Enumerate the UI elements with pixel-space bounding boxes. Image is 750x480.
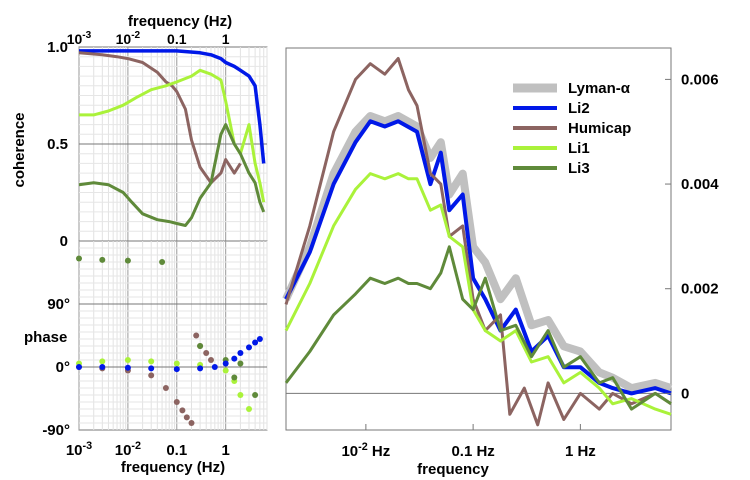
phase-point-li1 xyxy=(246,406,252,412)
phase-point-li3 xyxy=(237,360,244,367)
spectrum-y-tick-label: 0.004 xyxy=(681,176,719,193)
coherence-y-tick-labels: 0 0.5 1.0 xyxy=(47,39,68,250)
phase-point-humicap xyxy=(183,414,190,421)
phase-point-li3 xyxy=(99,256,106,263)
spectrum-legend: Lyman-α Li2 Humicap Li1 Li3 xyxy=(513,80,631,177)
spectrum-line-li1 xyxy=(284,172,672,416)
phase-point-li2 xyxy=(173,366,180,373)
phase-x-tick-label: 1 xyxy=(222,442,230,459)
phase-point-li1 xyxy=(173,360,180,367)
spectrum-panel: 10-2 Hz 0.1 Hz 1 Hz 0 0.002 0.004 0.006 frequ… xyxy=(282,47,719,478)
coherence-line-humicap xyxy=(78,51,242,185)
phase-point-humicap xyxy=(203,350,210,356)
phase-point-humicap xyxy=(173,399,180,405)
phase-point-li3 xyxy=(124,257,131,264)
coherence-line-li3 xyxy=(78,123,266,227)
coherence-series xyxy=(78,49,266,227)
spectrum-x-tick-label: 0.1 Hz xyxy=(451,443,494,460)
phase-y-tick-label: 90° xyxy=(47,296,70,313)
legend-label-li3: Li3 xyxy=(568,160,590,177)
spectrum-xlabel: frequency xyxy=(417,461,489,478)
phase-point-li2 xyxy=(148,365,155,372)
phase-point-humicap xyxy=(148,372,155,379)
coherence-panel: frequency (Hz) 10-3 10-2 0.1 1 0 0.5 1.0 cohe… xyxy=(11,13,268,250)
spectrum-y-tick-label: 0 xyxy=(681,385,689,402)
phase-point-li2 xyxy=(252,339,259,346)
phase-x-tick-labels: 10-3 10-2 0.1 1 xyxy=(66,440,230,459)
phase-point-li3 xyxy=(197,343,204,349)
phase-plot-frame xyxy=(78,240,268,431)
legend-label-lyman: Lyman-α xyxy=(568,80,631,97)
spectrum-x-tick-labels: 10-2 Hz 0.1 Hz 1 Hz xyxy=(341,424,596,460)
spectrum-x-tick-label: 10-2 Hz xyxy=(341,441,390,460)
phase-grid xyxy=(78,241,268,430)
coherence-y-tick-label: 1.0 xyxy=(47,39,68,56)
phase-point-li1 xyxy=(222,367,229,374)
coherence-top-tick-label: 10-2 xyxy=(116,30,141,47)
phase-point-li2 xyxy=(231,355,238,362)
legend-label-li2: Li2 xyxy=(568,100,590,117)
spectrum-plot-frame xyxy=(285,47,672,431)
phase-point-humicap xyxy=(188,420,195,426)
phase-point-li3 xyxy=(252,392,259,398)
phase-point-humicap xyxy=(208,357,214,363)
phase-xlabel: frequency (Hz) xyxy=(121,459,225,476)
coherence-y-tick-label: 0 xyxy=(60,233,68,250)
phase-x-tick-label: 10-3 xyxy=(66,440,92,459)
phase-point-li2 xyxy=(237,350,244,356)
phase-point-li1 xyxy=(237,392,244,398)
phase-panel: -90° 0° 90° 10-3 10-2 0.1 1 frequency (Hz) ph… xyxy=(24,240,268,476)
phase-point-li3 xyxy=(76,255,82,262)
phase-point-humicap xyxy=(179,407,186,414)
spectrum-x-tick-label: 1 Hz xyxy=(565,443,596,460)
spectrum-line-li3 xyxy=(284,245,672,411)
phase-x-tick-label: 10-2 xyxy=(115,440,141,459)
spectrum-series xyxy=(282,57,673,427)
phase-ylabel: phase xyxy=(24,329,67,346)
coherence-y-tick-label: 0.5 xyxy=(47,136,68,153)
coherence-xlabel-top: frequency (Hz) xyxy=(128,13,232,30)
phase-point-humicap xyxy=(162,385,169,391)
phase-x-tick-label: 0.1 xyxy=(166,442,187,459)
spectrum-y-tick-label: 0.002 xyxy=(681,281,719,298)
phase-point-li2 xyxy=(124,364,131,371)
phase-point-li2 xyxy=(76,364,82,370)
coherence-line-li1 xyxy=(79,68,266,203)
phase-series xyxy=(76,255,263,426)
phase-point-li2 xyxy=(256,336,263,342)
phase-point-li2 xyxy=(246,344,252,351)
coherence-grid xyxy=(78,47,268,241)
phase-point-li1 xyxy=(99,358,106,365)
spectrum-y-tick-label: 0.006 xyxy=(681,71,719,88)
phase-y-tick-label: -90° xyxy=(42,422,70,439)
legend-label-li1: Li1 xyxy=(568,140,590,157)
phase-point-li2 xyxy=(197,365,204,372)
phase-point-humicap xyxy=(193,332,200,339)
phase-y-tick-label: 0° xyxy=(56,359,70,376)
phase-point-li2 xyxy=(222,360,229,367)
coherence-top-tick-label: 0.1 xyxy=(167,31,187,47)
phase-point-li3 xyxy=(159,259,166,265)
coherence-ylabel: coherence xyxy=(11,112,28,187)
phase-point-li3 xyxy=(231,374,238,381)
legend-label-humicap: Humicap xyxy=(568,120,631,137)
coherence-line-li2 xyxy=(79,49,266,164)
coherence-top-tick-label: 10-3 xyxy=(67,30,92,47)
spectrum-line-humicap xyxy=(284,57,672,427)
phase-point-li1 xyxy=(148,358,155,365)
spectrum-y-tick-labels: 0 0.002 0.004 0.006 xyxy=(665,71,719,402)
phase-point-li2 xyxy=(211,364,218,370)
phase-y-tick-labels: -90° 0° 90° xyxy=(42,296,70,439)
phase-point-li2 xyxy=(99,364,106,370)
coherence-top-tick-labels: 10-3 10-2 0.1 1 xyxy=(67,30,230,47)
spectrum-line-lyman xyxy=(282,112,673,393)
coherence-top-tick-label: 1 xyxy=(222,31,230,47)
phase-point-li1 xyxy=(124,357,131,363)
